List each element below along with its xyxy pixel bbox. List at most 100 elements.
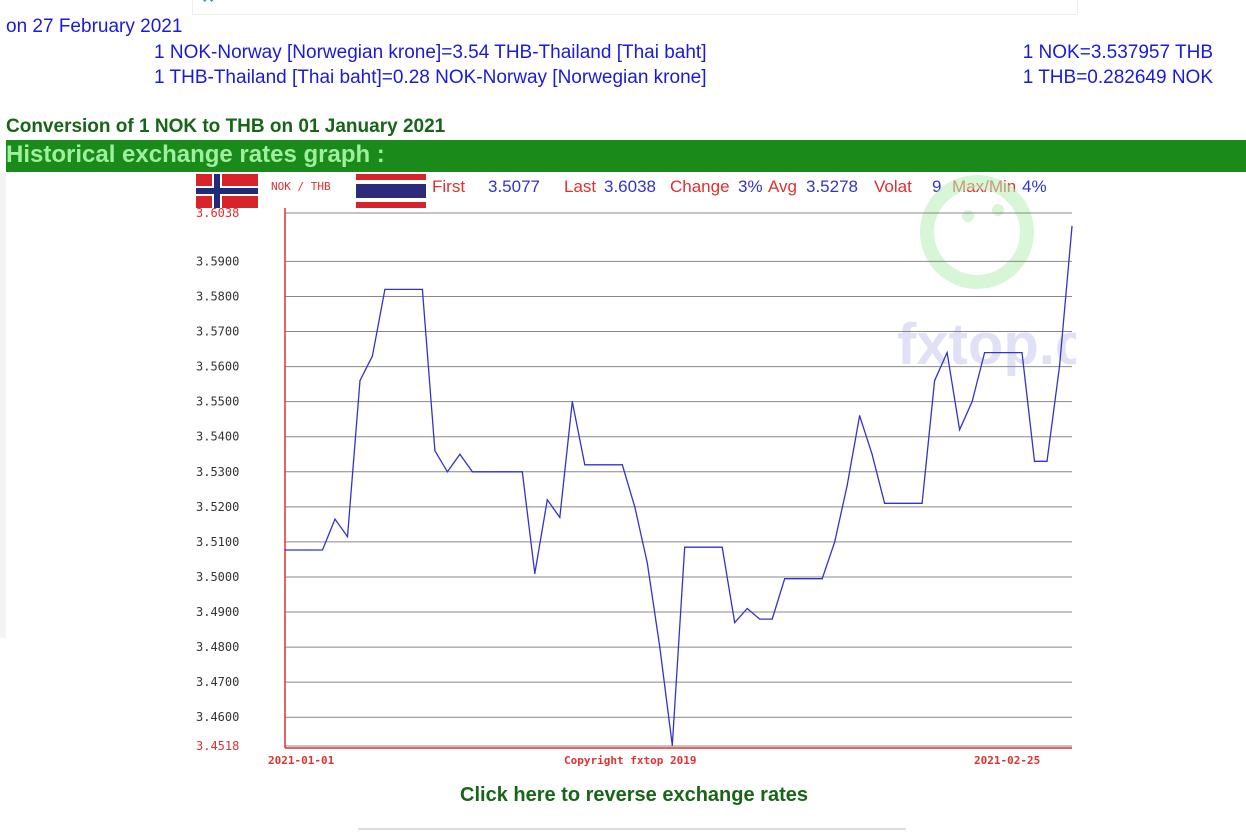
thb-to-nok-precise: 1 THB=0.282649 NOK bbox=[1022, 67, 1213, 88]
x-label-end: 2021-02-25 bbox=[974, 754, 1040, 767]
data-point bbox=[921, 502, 923, 504]
stat-label-volat: Volat bbox=[874, 177, 912, 196]
data-point bbox=[284, 549, 286, 551]
data-point bbox=[534, 572, 536, 575]
data-point bbox=[596, 464, 598, 466]
chart-svg: NOK / THB First 3.5077 Last 3.6038 Change 3% A… bbox=[196, 174, 1174, 767]
series-points bbox=[284, 225, 1073, 746]
data-point bbox=[759, 618, 761, 620]
x-label-copyright: Copyright fxtop 2019 bbox=[564, 754, 696, 767]
data-point bbox=[909, 502, 911, 504]
y-tick-label: 3.4700 bbox=[196, 675, 239, 689]
norway-flag-icon bbox=[196, 174, 258, 208]
historical-title: Historical exchange rates graph : bbox=[6, 141, 385, 168]
data-point bbox=[471, 471, 473, 473]
y-tick-label: 3.5900 bbox=[196, 254, 239, 268]
data-point bbox=[834, 541, 836, 543]
pair-label: NOK / THB bbox=[271, 180, 331, 193]
conversion-heading: Conversion of 1 NOK to THB on 01 January… bbox=[6, 116, 446, 137]
data-point bbox=[609, 464, 611, 466]
data-point bbox=[309, 549, 311, 551]
bottom-divider bbox=[358, 828, 906, 830]
data-point bbox=[734, 621, 736, 624]
stat-value-maxmin: 4% bbox=[1022, 177, 1047, 196]
data-point bbox=[559, 516, 561, 518]
data-point bbox=[659, 646, 661, 648]
data-point bbox=[509, 471, 511, 473]
y-tick-label: 3.5000 bbox=[196, 570, 239, 584]
data-point bbox=[1058, 365, 1061, 368]
data-point bbox=[809, 578, 811, 580]
data-point bbox=[434, 450, 436, 452]
data-point bbox=[1021, 351, 1023, 354]
data-point bbox=[933, 380, 936, 382]
data-point bbox=[621, 464, 623, 466]
data-point bbox=[821, 578, 823, 580]
data-point bbox=[396, 288, 399, 291]
data-point bbox=[946, 351, 948, 354]
left-shade bbox=[0, 172, 6, 638]
data-point bbox=[634, 506, 636, 508]
data-point bbox=[709, 546, 711, 548]
y-tick-label: 3.5800 bbox=[196, 289, 239, 303]
y-tick-label: 3.5700 bbox=[196, 325, 239, 339]
data-point bbox=[646, 562, 648, 564]
y-tick-label: 3.4800 bbox=[196, 640, 239, 654]
data-point bbox=[459, 453, 461, 455]
stat-value-first: 3.5077 bbox=[488, 177, 540, 196]
y-tick-label: 3.4900 bbox=[196, 605, 239, 619]
data-point bbox=[696, 546, 698, 548]
stat-label-avg: Avg bbox=[768, 177, 797, 196]
historical-title-bar bbox=[6, 140, 1246, 172]
data-point bbox=[446, 471, 448, 473]
date-line: on 27 February 2021 bbox=[6, 16, 183, 37]
thailand-flag-icon bbox=[356, 174, 426, 208]
nok-to-thb-rate: 1 NOK-Norway [Norwegian krone]=3.54 THB-… bbox=[154, 42, 707, 63]
data-point bbox=[421, 288, 424, 291]
y-tick-label: 3.5600 bbox=[196, 360, 239, 374]
stat-value-avg: 3.5278 bbox=[806, 177, 858, 196]
data-point bbox=[296, 549, 299, 551]
data-point bbox=[771, 618, 773, 620]
data-point bbox=[521, 471, 523, 473]
stat-label-change: Change bbox=[670, 177, 730, 196]
y-tick-label: 3.5200 bbox=[196, 500, 239, 514]
data-point bbox=[958, 429, 961, 431]
y-tick-label: 3.5300 bbox=[196, 465, 239, 479]
data-point bbox=[321, 549, 324, 551]
data-point bbox=[371, 355, 374, 357]
data-point bbox=[746, 607, 748, 610]
data-point bbox=[971, 401, 973, 403]
thb-to-nok-rate: 1 THB-Thailand [Thai baht]=0.28 NOK-Norw… bbox=[154, 67, 707, 88]
data-point bbox=[484, 471, 486, 473]
chevron-up-icon[interactable]: ⌃ bbox=[199, 0, 218, 17]
y-tick-label: 3.5500 bbox=[196, 395, 239, 409]
stat-value-change: 3% bbox=[738, 177, 763, 196]
reverse-rates-link[interactable]: Click here to reverse exchange rates bbox=[460, 784, 808, 806]
y-tick-label: 3.6038 bbox=[196, 206, 239, 220]
data-point bbox=[1071, 225, 1073, 227]
y-tick-label: 3.4600 bbox=[196, 710, 239, 724]
y-tick-label: 3.5100 bbox=[196, 535, 239, 549]
data-point bbox=[1033, 460, 1036, 462]
data-point bbox=[784, 578, 786, 580]
chart-grid bbox=[285, 212, 1072, 747]
fxtop-watermark-icon: fxtop.com bbox=[897, 175, 1174, 377]
data-point bbox=[584, 464, 586, 466]
data-point bbox=[684, 546, 686, 548]
data-point bbox=[359, 380, 361, 382]
data-point bbox=[996, 351, 998, 354]
y-tick-label: 3.4518 bbox=[196, 739, 239, 753]
data-point bbox=[546, 499, 548, 501]
data-point bbox=[1008, 351, 1011, 354]
watermark-text: fxtop.com bbox=[897, 312, 1076, 377]
data-point bbox=[571, 401, 573, 403]
chart-stats: First 3.5077 Last 3.6038 Change 3% Avg 3.5278 Vo… bbox=[432, 177, 1047, 196]
data-point bbox=[334, 518, 336, 520]
data-point bbox=[871, 453, 873, 455]
y-axis-ticks: 3.6038 3.5900 3.5800 3.5700 3.5600 3.5500 3.54… bbox=[196, 206, 239, 753]
series-line-nok-thb bbox=[285, 226, 1073, 746]
data-point bbox=[496, 471, 498, 473]
stat-value-volat: 9 bbox=[932, 177, 941, 196]
data-point bbox=[983, 351, 986, 354]
